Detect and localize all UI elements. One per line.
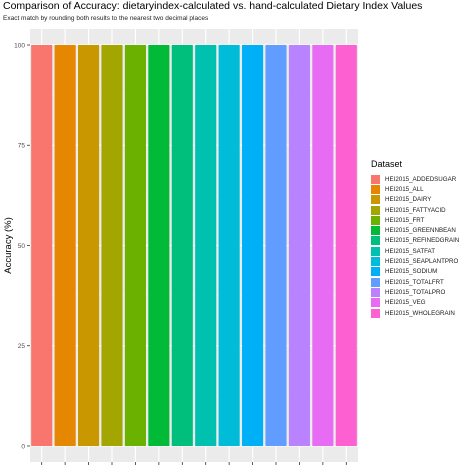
legend-item: HEI2015_VEG (371, 298, 459, 308)
legend-item: HEI2015_WHOLEGRAIN (371, 308, 459, 318)
legend-item: HEI2015_SODIUM (371, 267, 459, 277)
bar-hei2015_veg (312, 45, 334, 446)
bar-hei2015_dairy (78, 45, 100, 446)
bar-hei2015_greennbean (148, 45, 170, 446)
legend: Dataset HEI2015_ADDEDSUGAR HEI2015_ALL HEI… (371, 159, 459, 318)
legend-items: HEI2015_ADDEDSUGAR HEI2015_ALL HEI2015_DAI… (371, 174, 459, 318)
bar-hei2015_addedsugar (31, 45, 53, 446)
legend-label: HEI2015_DAIRY (385, 196, 432, 204)
y-tick-label: 100 (14, 42, 25, 49)
axes: 0 25 50 75 100 (14, 42, 347, 465)
legend-key (371, 277, 380, 287)
legend-key (371, 174, 380, 184)
legend-key (371, 267, 380, 277)
legend-key (371, 298, 380, 308)
legend-key (371, 246, 380, 256)
legend-item: HEI2015_TOTALFRT (371, 277, 459, 287)
legend-label: HEI2015_SEAPLANTPRO (385, 258, 459, 266)
bar-hei2015_wholegrain (335, 45, 357, 446)
legend-item: HEI2015_ALL (371, 184, 459, 194)
y-tick-label: 50 (18, 243, 26, 250)
legend-item: HEI2015_SATFAT (371, 246, 459, 256)
legend-key (371, 226, 380, 236)
legend-key (371, 257, 380, 267)
legend-label: HEI2015_GREENNBEAN (385, 227, 456, 235)
legend-item: HEI2015_ADDEDSUGAR (371, 174, 459, 184)
legend-label: HEI2015_FATTYACID (385, 206, 446, 214)
y-axis-title: Accuracy (%) (3, 217, 14, 273)
y-tick-label: 0 (21, 443, 25, 450)
legend-key (371, 184, 380, 194)
legend-label: HEI2015_WHOLEGRAIN (385, 309, 455, 317)
legend-item: HEI2015_SEAPLANTPRO (371, 256, 459, 267)
legend-item: HEI2015_GREENNBEAN (371, 225, 459, 236)
legend-item: HEI2015_REFINEDGRAIN (371, 236, 459, 246)
legend-item: HEI2015_TOTALPRO (371, 287, 459, 297)
chart-subtitle: Exact match by rounding both results to … (3, 15, 209, 22)
legend-label: HEI2015_SATFAT (385, 247, 435, 255)
legend-label: HEI2015_TOTALPRO (385, 288, 446, 296)
y-tick-label: 25 (18, 343, 26, 350)
bar-hei2015_frt (124, 45, 146, 446)
bar-hei2015_all (54, 45, 76, 446)
bar-hei2015_satfat (195, 45, 217, 446)
legend-key (371, 205, 380, 215)
bar-hei2015_totalpro (288, 45, 310, 446)
legend-label: HEI2015_FRT (385, 216, 425, 224)
legend-key (371, 215, 380, 225)
bar-hei2015_fattyacid (101, 45, 123, 446)
legend-label: HEI2015_ADDEDSUGAR (385, 175, 457, 183)
bar-hei2015_sodium (242, 45, 264, 446)
legend-label: HEI2015_SODIUM (385, 268, 438, 276)
legend-key (371, 287, 380, 297)
legend-title: Dataset (371, 159, 403, 169)
legend-item: HEI2015_FATTYACID (371, 205, 459, 215)
legend-key (371, 195, 380, 205)
bars (31, 45, 357, 446)
legend-label: HEI2015_REFINEDGRAIN (385, 237, 460, 245)
bar-hei2015_refinedgrain (171, 45, 193, 446)
bar-hei2015_totalfrt (265, 45, 287, 446)
legend-label: HEI2015_ALL (385, 185, 424, 193)
legend-label: HEI2015_VEG (385, 299, 426, 307)
legend-key (371, 236, 380, 246)
y-tick-label: 75 (18, 143, 26, 150)
legend-key (371, 308, 380, 318)
chart-title: Comparison of Accuracy: dietaryindex-cal… (3, 0, 423, 12)
legend-item: HEI2015_DAIRY (371, 195, 459, 205)
bar-hei2015_seaplantpro (218, 45, 240, 446)
legend-label: HEI2015_TOTALFRT (385, 278, 444, 286)
legend-item: HEI2015_FRT (371, 215, 459, 225)
